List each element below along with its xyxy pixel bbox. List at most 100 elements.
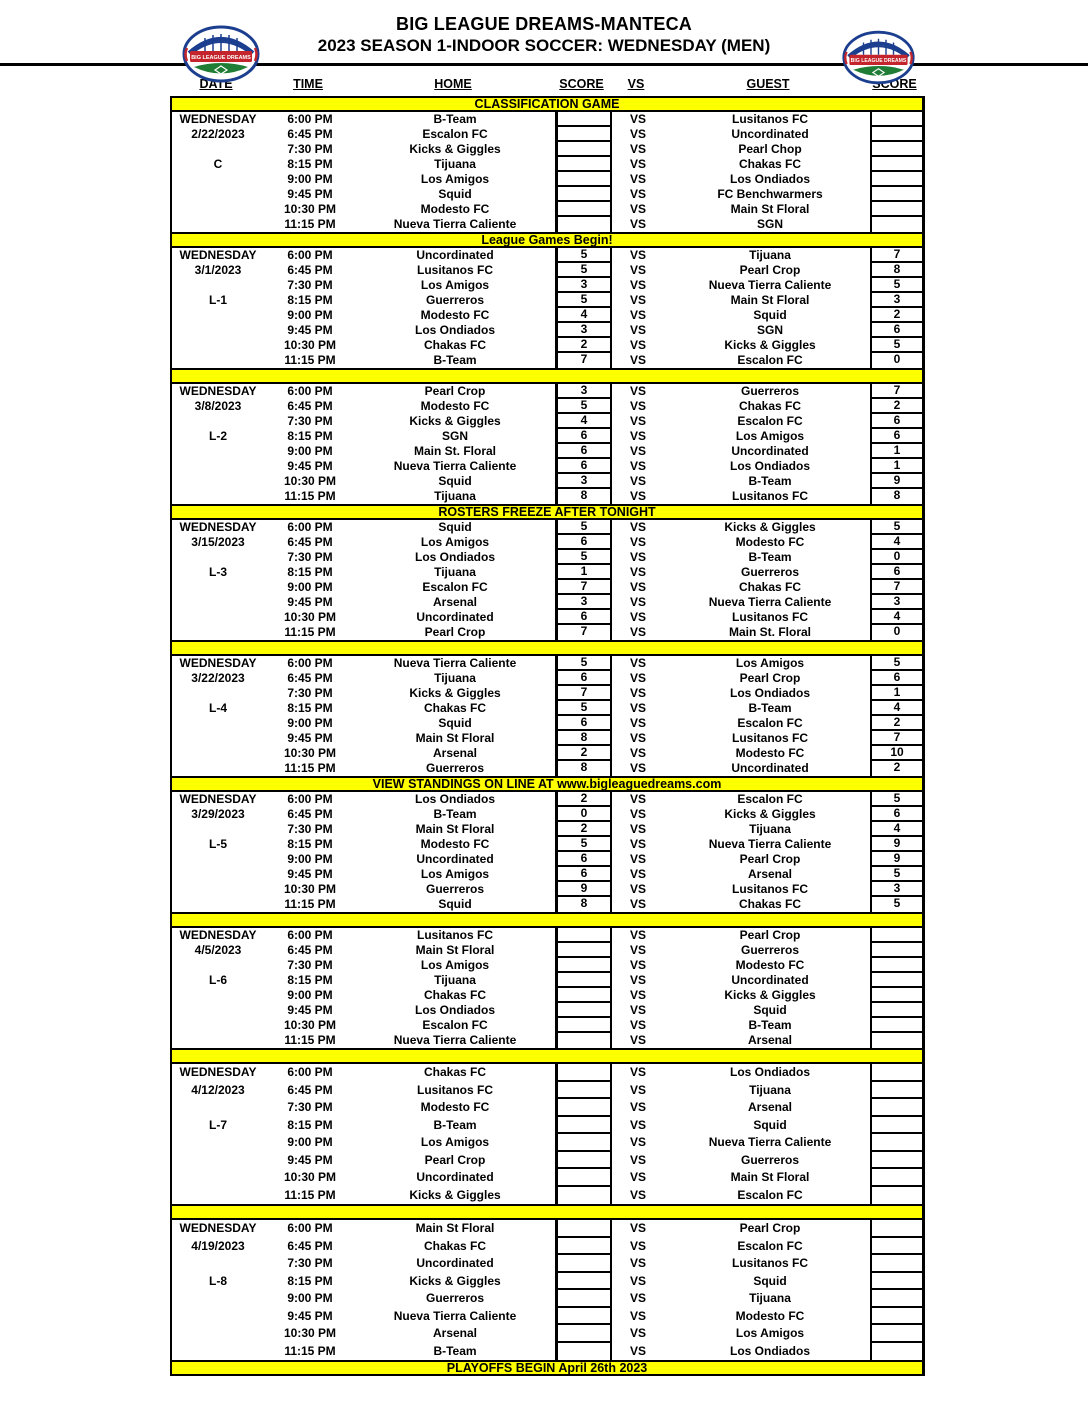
- date-label: 3/29/2023: [191, 807, 245, 821]
- section-banner: [172, 1204, 922, 1220]
- home-team-cell: Kicks & Giggles: [409, 1187, 501, 1202]
- vs-label: VS: [629, 1117, 646, 1132]
- home-score-cell: 2: [558, 746, 610, 761]
- vs-label: VS: [629, 187, 646, 201]
- week-label: L-4: [209, 701, 227, 715]
- home-score-cell: [558, 1152, 610, 1169]
- home-score-cell: 7: [580, 625, 588, 638]
- home-team-cell: Uncordinated: [416, 1256, 494, 1270]
- home-team-cell: Main St. Floral: [413, 444, 496, 458]
- week-label: L-3: [209, 565, 227, 579]
- vs-label: VS: [629, 172, 646, 186]
- guest-team-cell: FC Benchwarmers: [717, 187, 823, 201]
- guest-score-cell: 3: [872, 882, 922, 897]
- guest-team-cell: Main St. Floral: [728, 625, 811, 639]
- guest-score-cell: [872, 943, 922, 958]
- time-cell: 9:00 PM: [287, 988, 333, 1002]
- home-team-cell: Pearl Crop: [424, 625, 486, 639]
- day-label: WEDNESDAY: [179, 248, 257, 262]
- week-label: L-5: [209, 837, 227, 851]
- time-cell: 9:45 PM: [287, 867, 333, 881]
- date-label: 3/8/2023: [194, 399, 242, 413]
- guest-score-cell: 5: [872, 792, 922, 807]
- home-team-cell: Los Amigos: [420, 535, 490, 549]
- vs-label: VS: [629, 1238, 646, 1253]
- time-cell: 6:00 PM: [287, 112, 333, 126]
- day-label: WEDNESDAY: [179, 656, 257, 670]
- home-score-cell: [558, 988, 610, 1003]
- guest-team-cell: Los Amigos: [735, 656, 805, 670]
- home-team-cell: Squid: [438, 187, 472, 201]
- home-score-cell: 6: [558, 459, 610, 474]
- time-cell: 6:45 PM: [287, 399, 333, 413]
- guest-score-cell: [872, 1018, 922, 1033]
- guest-team-cell: Tijuana: [749, 248, 791, 262]
- guest-team-cell: Modesto FC: [735, 746, 805, 760]
- vs-label: VS: [629, 338, 646, 352]
- home-score-cell: 6: [558, 671, 610, 686]
- guest-team-cell: Pearl Chop: [738, 142, 802, 156]
- home-team-cell: Arsenal: [432, 595, 478, 609]
- vs-label: VS: [629, 580, 646, 594]
- home-score-cell: [558, 112, 610, 127]
- vs-label: VS: [629, 535, 646, 549]
- home-score-cell: [558, 187, 610, 202]
- vs-label: VS: [629, 263, 646, 277]
- guest-team-cell: Los Ondiados: [729, 1343, 810, 1358]
- guest-score-cell: 8: [893, 489, 901, 502]
- guest-score-cell: 7: [872, 580, 922, 595]
- home-score-cell: [558, 1169, 610, 1187]
- guest-score-cell: [872, 1238, 922, 1255]
- time-cell: 10:30 PM: [283, 1018, 337, 1032]
- home-score-cell: 3: [558, 474, 610, 489]
- time-cell: 7:30 PM: [287, 1100, 333, 1114]
- home-team-cell: Nueva Tierra Caliente: [393, 459, 517, 473]
- time-cell: 9:00 PM: [287, 1291, 333, 1305]
- home-score-cell: [558, 127, 610, 142]
- home-score-cell: 8: [580, 897, 588, 910]
- guest-team-cell: Los Ondiados: [729, 172, 810, 186]
- guest-team-cell: Chakas FC: [738, 580, 802, 594]
- big-league-dreams-logo-icon: BIG LEAGUE DREAMS: [842, 30, 915, 85]
- home-team-cell: Main St Floral: [415, 1221, 495, 1235]
- home-score-cell: [558, 1018, 610, 1033]
- date-label: 3/1/2023: [194, 263, 242, 277]
- guest-team-cell: Escalon FC: [737, 353, 803, 367]
- guest-team-cell: Arsenal: [747, 867, 793, 881]
- home-team-cell: Chakas FC: [423, 1065, 487, 1079]
- guest-team-cell: Guerreros: [740, 1152, 800, 1167]
- day-label: WEDNESDAY: [179, 1221, 257, 1235]
- time-cell: 9:00 PM: [287, 1135, 333, 1149]
- home-score-cell: [558, 1003, 610, 1018]
- time-cell: 9:45 PM: [287, 1003, 333, 1017]
- time-cell: 7:30 PM: [287, 414, 333, 428]
- time-cell: 9:45 PM: [287, 459, 333, 473]
- guest-score-cell: [872, 973, 922, 988]
- guest-score-cell: [872, 1308, 922, 1325]
- guest-team-cell: Main St Floral: [730, 1170, 810, 1184]
- guest-score-cell: 4: [872, 610, 922, 625]
- vs-label: VS: [629, 384, 646, 398]
- guest-team-cell: Lusitanos FC: [731, 882, 808, 896]
- guest-team-cell: Lusitanos FC: [731, 112, 808, 126]
- vs-label: VS: [629, 520, 646, 534]
- home-score-cell: 6: [558, 444, 610, 459]
- guest-team-cell: Pearl Crop: [739, 1221, 801, 1235]
- guest-team-cell: Kicks & Giggles: [724, 988, 816, 1002]
- home-score-cell: [558, 1273, 610, 1290]
- home-team-cell: B-Team: [433, 1343, 477, 1358]
- home-team-cell: Nueva Tierra Caliente: [393, 656, 517, 670]
- guest-team-cell: Pearl Crop: [739, 263, 801, 277]
- vs-label: VS: [629, 1065, 646, 1079]
- section-banner: [172, 640, 922, 656]
- guest-score-cell: 2: [893, 761, 901, 774]
- guest-team-cell: Guerreros: [740, 384, 800, 398]
- vs-label: VS: [629, 746, 646, 760]
- guest-score-cell: 6: [872, 429, 922, 444]
- vs-label: VS: [629, 1033, 646, 1047]
- vs-label: VS: [629, 278, 646, 292]
- vs-label: VS: [629, 112, 646, 126]
- time-cell: 10:30 PM: [283, 882, 337, 896]
- week-label: L-8: [209, 1273, 227, 1288]
